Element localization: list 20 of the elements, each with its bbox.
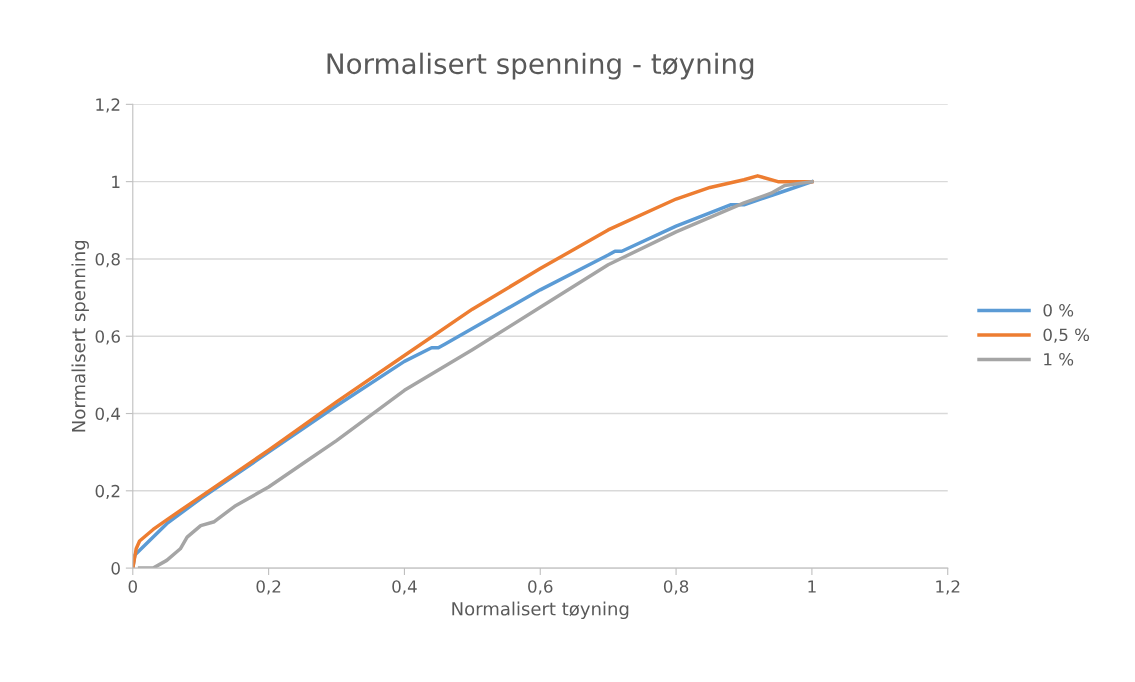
y-tick-label: 0,8 <box>95 252 120 268</box>
y-tick-label: 0,6 <box>95 330 120 345</box>
x-tick-label: 0,8 <box>663 580 689 595</box>
x-tick-label: 0,6 <box>528 580 553 595</box>
x-tick-label: 0,2 <box>256 580 281 595</box>
x-axis-title: Normalisert tøyning <box>452 601 629 620</box>
y-tick-label: 0,2 <box>95 484 120 500</box>
legend-label: 0 % <box>1043 303 1074 317</box>
chart-title: Normalisert spenning - tøyning <box>327 52 754 80</box>
x-tick-label: 0,4 <box>392 580 417 595</box>
y-axis-title: Normalisert spenning <box>71 240 89 432</box>
x-tick-label: 1,2 <box>936 580 960 595</box>
legend-label: 1 % <box>1044 352 1074 366</box>
legend-label: 0,5 % <box>1043 328 1090 343</box>
y-tick-label: 0,4 <box>95 407 121 422</box>
x-tick-label: 0 <box>128 580 137 593</box>
x-tick-label: 1 <box>808 580 816 593</box>
y-tick-label: 0 <box>111 562 120 575</box>
y-tick-label: 1 <box>112 175 120 188</box>
y-tick-label: 1,2 <box>96 98 120 113</box>
